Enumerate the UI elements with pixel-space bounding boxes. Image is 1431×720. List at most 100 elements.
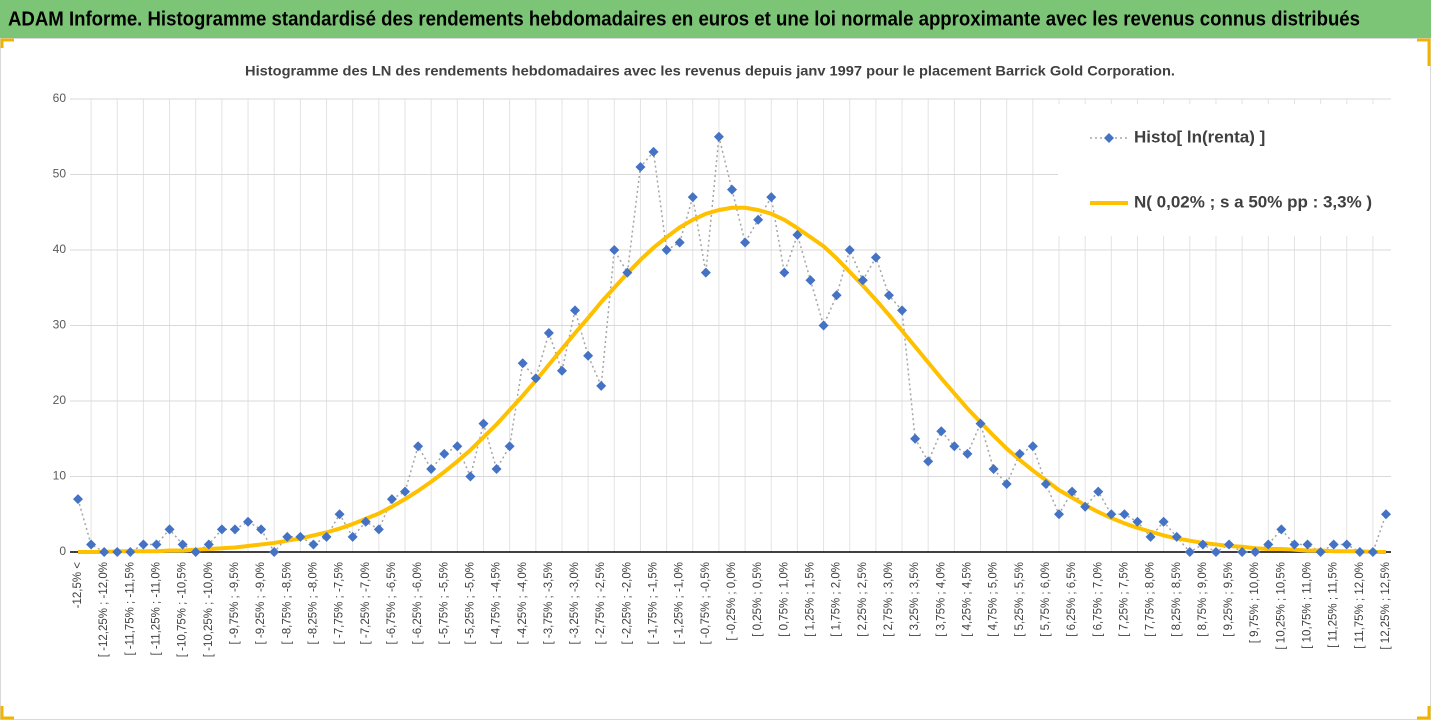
legend-marker [1104, 133, 1114, 143]
data-point [1145, 531, 1156, 542]
data-point [229, 524, 240, 535]
data-point [897, 305, 908, 316]
x-tick-label: [ -12,25% ; -12,0% [98, 562, 110, 657]
x-tick-label: [ -8,25% ; -8,0% [307, 562, 319, 644]
data-point [86, 539, 97, 550]
data-point [1263, 539, 1274, 550]
data-point [478, 418, 489, 429]
data-point [1054, 509, 1064, 520]
legend: Histo[ ln(renta) ] N( 0,02% ; s a 50% pp … [1058, 104, 1393, 236]
x-tick-label: [ -0,25% ; 0,0% [726, 562, 738, 641]
data-point [609, 245, 620, 255]
y-tick-label: 50 [53, 167, 67, 181]
grid: 0 10 20 30 40 50 60 -12,5% < [ -12,25% ; -12,0% [… [53, 91, 1392, 657]
x-tick-label: [ 6,25% ; 6,5% [1066, 562, 1078, 637]
y-tick-label: 10 [53, 469, 67, 483]
data-point [988, 463, 999, 474]
data-point [687, 192, 698, 203]
data-point [177, 539, 188, 550]
data-point [386, 494, 397, 505]
x-tick-label: [ -3,75% ; -3,5% [543, 562, 555, 644]
data-point [360, 516, 371, 527]
data-point [779, 267, 790, 278]
data-point [452, 441, 463, 452]
data-point [570, 305, 581, 316]
data-point [439, 448, 450, 459]
data-point [1132, 516, 1143, 527]
chart-title: ADAM Informe. Histogramme standardisé de… [8, 8, 1360, 30]
data-point [99, 547, 110, 557]
x-tick-label: [ 4,75% ; 5,0% [988, 562, 1000, 637]
y-tick-label: 60 [53, 91, 67, 105]
data-point [713, 131, 724, 142]
y-tick-label: 0 [59, 544, 66, 558]
data-point [635, 161, 646, 172]
x-tick-label: [ 4,25% ; 4,5% [961, 562, 973, 637]
data-point [1224, 539, 1235, 550]
legend-box [1058, 104, 1393, 236]
data-point [1354, 547, 1365, 557]
data-point [661, 245, 672, 255]
data-point [727, 184, 737, 195]
x-tick-label: [ 2,75% ; 3,0% [883, 562, 895, 637]
data-point [674, 237, 685, 248]
data-point [1001, 479, 1012, 490]
data-point [112, 547, 123, 557]
data-point [413, 441, 424, 452]
data-point [400, 486, 410, 497]
x-tick-label: [ -10,25% ; -10,0% [203, 562, 215, 657]
x-tick-label: [ 0,75% ; 1,0% [778, 562, 790, 637]
data-point [295, 531, 306, 542]
data-point [766, 192, 777, 203]
x-tick-label: [ 7,75% ; 8,0% [1145, 562, 1157, 637]
x-tick-label: [ 6,75% ; 7,0% [1092, 562, 1104, 637]
data-point [1106, 509, 1117, 520]
data-point [138, 539, 149, 550]
x-tick-label: [ -11,75% ; -11,5% [124, 562, 136, 656]
x-tick-label: [ 8,25% ; 8,5% [1171, 562, 1183, 637]
x-tick-label: [ -3,25% ; -3,0% [569, 562, 581, 644]
data-point [936, 426, 947, 437]
x-tick-label: [ -9,25% ; -9,0% [255, 562, 267, 644]
data-point [1171, 531, 1182, 542]
data-point [1014, 448, 1025, 459]
data-point [543, 328, 554, 339]
x-tick-label: [ 3,25% ; 3,5% [909, 562, 921, 637]
data-point [334, 509, 345, 520]
data-point [1119, 509, 1130, 520]
data-point [347, 531, 358, 542]
x-tick-label: [ -6,75% ; -6,5% [386, 562, 398, 644]
x-tick-label: [ -7,25% ; -7,0% [360, 562, 372, 644]
data-point [1040, 479, 1051, 490]
y-tick-label: 40 [53, 242, 67, 256]
data-point [949, 441, 960, 452]
x-tick-label: [ 10,75% ; 11,0% [1302, 562, 1314, 649]
y-tick-label: 30 [53, 318, 67, 332]
data-point [818, 320, 829, 331]
x-tick-label: [ -1,25% ; -1,0% [674, 562, 686, 644]
data-point [792, 229, 803, 240]
data-point [583, 350, 594, 361]
x-tick-label: [ -5,75% ; -5,5% [438, 562, 450, 644]
x-tick-label: [ 9,25% ; 9,5% [1223, 562, 1235, 637]
data-point [1367, 547, 1378, 557]
data-point [1315, 547, 1326, 557]
data-point [373, 524, 384, 535]
data-point [243, 516, 254, 527]
x-tick-label: [ 1,75% ; 2,0% [831, 562, 843, 637]
frame-corners [0, 38, 1431, 720]
x-tick-label: [ -1,75% ; -1,5% [648, 562, 660, 644]
x-tick-label: [ 8,75% ; 9,0% [1197, 562, 1209, 637]
data-point [923, 456, 934, 467]
data-point [530, 373, 541, 384]
data-point [622, 267, 633, 278]
data-point [190, 547, 201, 557]
data-point [805, 275, 816, 286]
data-point [1080, 501, 1091, 512]
x-tick-label: [ 5,25% ; 5,5% [1014, 562, 1026, 637]
x-tick-label: [ 11,75% ; 12,0% [1354, 562, 1366, 649]
x-tick-label: [ -2,25% ; -2,0% [621, 562, 633, 644]
data-point [1289, 539, 1300, 550]
data-point [844, 245, 855, 255]
